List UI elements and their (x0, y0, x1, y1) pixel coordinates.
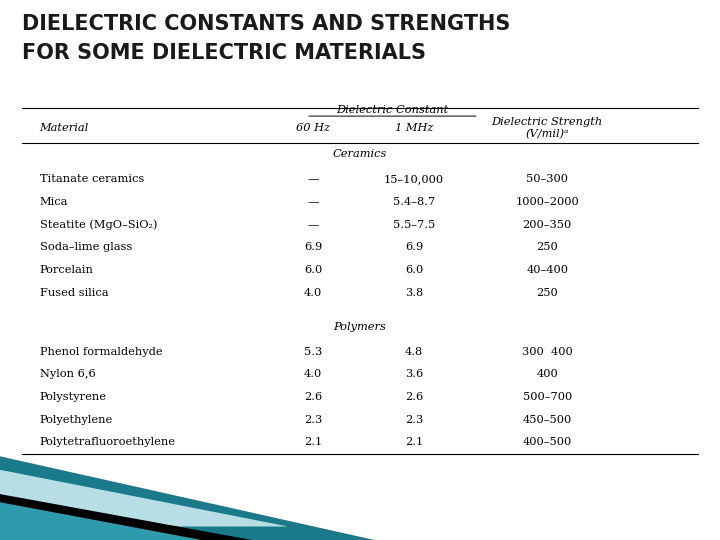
Text: 2.3: 2.3 (304, 415, 323, 425)
Text: 3.6: 3.6 (405, 369, 423, 380)
Text: 2.1: 2.1 (405, 437, 423, 448)
Text: 4.0: 4.0 (304, 369, 323, 380)
Text: Mica: Mica (40, 197, 68, 207)
Text: 6.0: 6.0 (405, 265, 423, 275)
Text: Porcelain: Porcelain (40, 265, 94, 275)
Text: Phenol formaldehyde: Phenol formaldehyde (40, 347, 162, 357)
Text: Fused silica: Fused silica (40, 288, 108, 298)
Text: Material: Material (40, 123, 89, 133)
Text: 6.9: 6.9 (304, 242, 323, 252)
Text: 400–500: 400–500 (523, 437, 572, 448)
Text: —: — (307, 220, 319, 229)
Text: Dielectric Strength
(V/mil)ᵃ: Dielectric Strength (V/mil)ᵃ (492, 117, 603, 139)
Text: 4.8: 4.8 (405, 347, 423, 357)
Text: 1 MHz: 1 MHz (395, 123, 433, 133)
Text: 200–350: 200–350 (523, 220, 572, 229)
Text: Polystyrene: Polystyrene (40, 392, 107, 402)
Text: 6.9: 6.9 (405, 242, 423, 252)
Text: Ceramics: Ceramics (333, 150, 387, 159)
Text: 450–500: 450–500 (523, 415, 572, 425)
Text: 2.6: 2.6 (304, 392, 323, 402)
Text: —: — (307, 197, 319, 207)
Text: Titanate ceramics: Titanate ceramics (40, 174, 144, 184)
Text: 2.6: 2.6 (405, 392, 423, 402)
Text: 4.0: 4.0 (304, 288, 323, 298)
Text: Steatite (MgO–SiO₂): Steatite (MgO–SiO₂) (40, 219, 157, 230)
Text: 15–10,000: 15–10,000 (384, 174, 444, 184)
Polygon shape (0, 470, 288, 526)
Text: Polytetrafluoroethylene: Polytetrafluoroethylene (40, 437, 176, 448)
Polygon shape (0, 494, 252, 540)
Text: 60 Hz: 60 Hz (296, 123, 330, 133)
Polygon shape (0, 502, 202, 540)
Text: DIELECTRIC CONSTANTS AND STRENGTHS: DIELECTRIC CONSTANTS AND STRENGTHS (22, 14, 510, 33)
Text: 250: 250 (536, 288, 558, 298)
Text: 2.3: 2.3 (405, 415, 423, 425)
Text: 1000–2000: 1000–2000 (516, 197, 579, 207)
Text: 500–700: 500–700 (523, 392, 572, 402)
Text: 400: 400 (536, 369, 558, 380)
Text: Nylon 6,6: Nylon 6,6 (40, 369, 95, 380)
Text: FOR SOME DIELECTRIC MATERIALS: FOR SOME DIELECTRIC MATERIALS (22, 43, 426, 63)
Text: —: — (307, 174, 319, 184)
Text: Soda–lime glass: Soda–lime glass (40, 242, 132, 252)
Text: 250: 250 (536, 242, 558, 252)
Text: Dielectric Constant: Dielectric Constant (336, 105, 449, 115)
Text: 3.8: 3.8 (405, 288, 423, 298)
Text: 5.5–7.5: 5.5–7.5 (393, 220, 435, 229)
Text: 6.0: 6.0 (304, 265, 323, 275)
Text: Polymers: Polymers (333, 322, 387, 332)
Polygon shape (0, 456, 374, 540)
Text: 50–300: 50–300 (526, 174, 568, 184)
Text: 5.4–8.7: 5.4–8.7 (393, 197, 435, 207)
Text: 5.3: 5.3 (304, 347, 323, 357)
Text: 40–400: 40–400 (526, 265, 568, 275)
Text: Polyethylene: Polyethylene (40, 415, 113, 425)
Text: 2.1: 2.1 (304, 437, 323, 448)
Text: 300  400: 300 400 (522, 347, 572, 357)
